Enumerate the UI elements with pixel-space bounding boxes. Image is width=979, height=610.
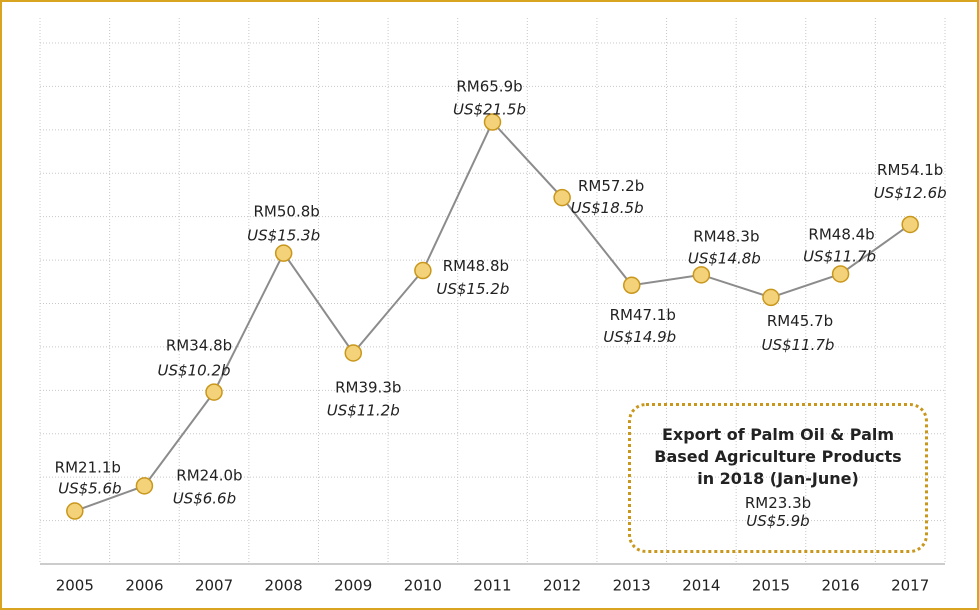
annotation-line: RM23.3b — [744, 494, 812, 512]
usd-label: US$15.2b — [436, 280, 509, 298]
value-label: RM50.8b — [254, 203, 320, 221]
value-label: RM65.9b — [456, 78, 522, 96]
marker — [692, 266, 711, 284]
marker — [483, 113, 502, 131]
x-tick-label: 2011 — [473, 577, 511, 595]
x-tick-label: 2015 — [752, 577, 790, 595]
value-label: RM48.4b — [808, 225, 874, 243]
annotation-line: US$5.9b — [746, 512, 810, 530]
marker — [135, 477, 154, 495]
x-tick-label: 2017 — [891, 577, 929, 595]
usd-label: US$14.9b — [603, 328, 676, 346]
marker — [831, 265, 850, 283]
value-label: RM39.3b — [335, 378, 401, 396]
value-label: RM21.1b — [55, 459, 121, 477]
x-tick-label: 2009 — [334, 577, 372, 595]
value-label: RM54.1b — [877, 161, 943, 179]
marker — [66, 502, 84, 520]
marker — [901, 215, 919, 234]
usd-label: US$11.7b — [803, 247, 876, 265]
marker — [553, 188, 571, 207]
x-tick-label: 2013 — [613, 577, 651, 595]
marker — [205, 383, 223, 401]
annotation-box: Export of Palm Oil & Palm Based Agricult… — [628, 403, 928, 553]
value-label: RM24.0b — [176, 466, 242, 484]
x-tick-label: 2007 — [195, 577, 233, 595]
x-tick-label: 2008 — [265, 577, 303, 595]
usd-label: US$11.7b — [761, 336, 834, 354]
x-tick-label: 2006 — [125, 577, 163, 595]
usd-label: US$12.6b — [874, 184, 947, 202]
usd-label: US$14.8b — [688, 249, 761, 267]
value-label: RM47.1b — [610, 306, 676, 324]
value-label: RM48.3b — [693, 227, 759, 245]
usd-label: US$15.3b — [247, 227, 320, 245]
x-tick-label: 2010 — [404, 577, 442, 595]
marker — [274, 244, 293, 262]
x-tick-label: 2005 — [56, 577, 94, 595]
marker — [762, 288, 780, 307]
marker — [414, 261, 432, 280]
value-label: RM45.7b — [767, 312, 833, 330]
x-tick-label: 2012 — [543, 577, 581, 595]
annotation-title: Export of Palm Oil & Palm Based Agricult… — [654, 425, 902, 488]
usd-label: US$5.6b — [58, 480, 121, 498]
usd-label: US$11.2b — [327, 401, 400, 419]
usd-label: US$6.6b — [173, 489, 236, 507]
usd-label: US$10.2b — [158, 362, 231, 380]
x-tick-label: 2014 — [682, 577, 720, 595]
value-label: RM48.8b — [443, 257, 509, 275]
marker — [622, 276, 641, 295]
value-label: RM57.2b — [578, 177, 644, 195]
usd-label: US$21.5b — [453, 101, 526, 119]
usd-label: US$18.5b — [571, 199, 644, 217]
value-label: RM34.8b — [166, 337, 232, 355]
marker — [344, 344, 363, 362]
x-tick-label: 2016 — [821, 577, 859, 595]
